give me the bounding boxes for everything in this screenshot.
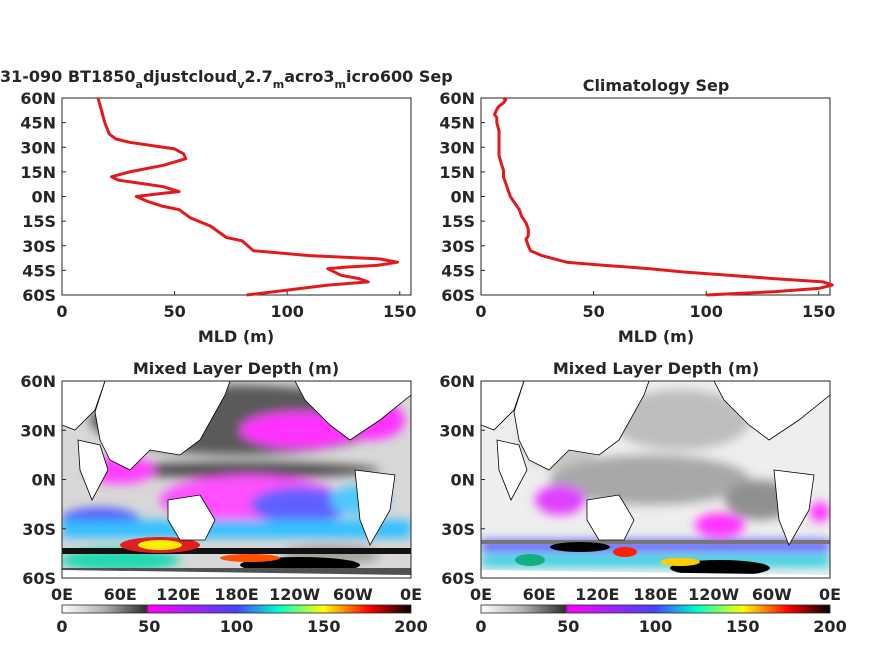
x-tick-label: 0 bbox=[475, 302, 486, 321]
map-title-left: Mixed Layer Depth (m) bbox=[133, 359, 339, 378]
plot-frame bbox=[480, 97, 831, 296]
lon-tick-label: 180E bbox=[633, 585, 677, 604]
title-sub: m bbox=[335, 78, 346, 91]
colorbar-tick-label: 50 bbox=[138, 617, 160, 636]
lon-tick-label: 60E bbox=[104, 585, 137, 604]
y-tick-label: 30N bbox=[439, 138, 475, 157]
colorbar-tick-label: 100 bbox=[220, 617, 253, 636]
colorbar-tick-label: 0 bbox=[475, 617, 486, 636]
title-sub: a bbox=[136, 78, 143, 91]
axis-ticks: 0E 60E 120E 180E 120W 60W 0E 60N 30N 0N 30S 60S bbox=[20, 372, 422, 604]
y-tick-label: 15N bbox=[20, 163, 56, 182]
y-tick-label: 15N bbox=[439, 163, 475, 182]
title-sub: m bbox=[273, 78, 284, 91]
y-tick-label: 15S bbox=[22, 212, 56, 231]
y-tick-label: 60N bbox=[20, 89, 56, 108]
lon-tick-label: 60W bbox=[333, 585, 373, 604]
axis-ticks: 0 50 100 150 60N 45N 30N 15N 0N 15S 30S 45S 60S bbox=[439, 89, 835, 321]
lon-tick-label: 60E bbox=[523, 585, 556, 604]
lon-tick-label: 0E bbox=[400, 585, 422, 604]
colorbar: 0 50 100 150 200 bbox=[56, 604, 428, 636]
lon-tick-label: 120E bbox=[575, 585, 619, 604]
y-tick-label: 45S bbox=[22, 261, 56, 280]
x-tick-label: 100 bbox=[270, 302, 303, 321]
title-part: 2.7 bbox=[244, 67, 272, 86]
mld-profile-line bbox=[493, 96, 834, 297]
chart-title-left: 31-090 BT1850adjustcloudv2.7macro3micro6… bbox=[0, 67, 453, 91]
heatmap-field bbox=[62, 381, 411, 578]
x-axis-label: MLD (m) bbox=[618, 327, 694, 346]
axis-ticks: 0E 60E 120E 180E 120W 60W 0E 60N 30N 0N 30S 60S bbox=[439, 372, 841, 604]
x-tick-label: 100 bbox=[689, 302, 722, 321]
y-tick-label: 45N bbox=[20, 114, 56, 133]
axis-ticks: 0 50 100 150 60N 45N 30N 15N 0N 15S 30S 45S 60S bbox=[20, 89, 416, 321]
lat-tick-label: 0N bbox=[31, 471, 56, 490]
y-tick-label: 30S bbox=[22, 237, 56, 256]
mld-map-left: Mixed Layer Depth (m) bbox=[20, 359, 427, 636]
colorbar-tick-label: 0 bbox=[56, 617, 67, 636]
x-tick-label: 50 bbox=[163, 302, 185, 321]
x-tick-label: 150 bbox=[383, 302, 416, 321]
map-title-right: Mixed Layer Depth (m) bbox=[553, 359, 759, 378]
title-part: acro3 bbox=[284, 67, 334, 86]
y-tick-label: 60N bbox=[439, 89, 475, 108]
y-tick-label: 60S bbox=[22, 286, 56, 305]
y-tick-label: 30N bbox=[20, 138, 56, 157]
lat-tick-label: 60S bbox=[441, 569, 475, 588]
chart-title-right: Climatology Sep bbox=[583, 76, 730, 95]
lat-tick-label: 60S bbox=[22, 569, 56, 588]
y-tick-label: 60S bbox=[441, 286, 475, 305]
x-tick-label: 0 bbox=[56, 302, 67, 321]
lat-tick-label: 60N bbox=[20, 372, 56, 391]
lon-tick-label: 0E bbox=[819, 585, 841, 604]
y-tick-label: 0N bbox=[450, 188, 475, 207]
x-tick-label: 150 bbox=[802, 302, 835, 321]
x-tick-label: 50 bbox=[582, 302, 604, 321]
colorbar-gradient bbox=[480, 604, 831, 614]
lon-tick-label: 120E bbox=[156, 585, 200, 604]
title-part: icro600 Sep bbox=[346, 67, 453, 86]
lon-tick-label: 120W bbox=[269, 585, 320, 604]
y-tick-label: 30S bbox=[441, 237, 475, 256]
colorbar-tick-label: 100 bbox=[639, 617, 672, 636]
mld-profile-line bbox=[96, 97, 399, 297]
title-sub: v bbox=[237, 78, 245, 91]
lon-tick-label: 60W bbox=[752, 585, 792, 604]
profile-chart-left: 31-090 BT1850adjustcloudv2.7macro3micro6… bbox=[0, 67, 453, 346]
colorbar-tick-label: 200 bbox=[813, 617, 846, 636]
colorbar-tick-label: 200 bbox=[394, 617, 427, 636]
y-tick-label: 15S bbox=[441, 212, 475, 231]
lat-tick-label: 30N bbox=[439, 421, 475, 440]
title-part: 31-090 BT1850 bbox=[0, 67, 136, 86]
lat-tick-label: 0N bbox=[450, 471, 475, 490]
colorbar: 0 50 100 150 200 bbox=[475, 604, 847, 636]
heatmap-field bbox=[481, 381, 830, 578]
y-tick-label: 0N bbox=[31, 188, 56, 207]
y-tick-label: 45N bbox=[439, 114, 475, 133]
lon-tick-label: 120W bbox=[688, 585, 739, 604]
lat-tick-label: 30S bbox=[22, 520, 56, 539]
y-tick-label: 45S bbox=[441, 261, 475, 280]
mld-map-right: Mixed Layer Depth (m) bbox=[439, 359, 846, 636]
lon-tick-label: 0E bbox=[51, 585, 73, 604]
colorbar-tick-label: 50 bbox=[557, 617, 579, 636]
x-axis-label: MLD (m) bbox=[198, 327, 274, 346]
title-part: djustcloud bbox=[143, 67, 237, 86]
colorbar-tick-label: 150 bbox=[307, 617, 340, 636]
profile-chart-right: Climatology Sep 0 50 100 150 60N 45N 30N 15N 0N 1… bbox=[439, 76, 835, 346]
lat-tick-label: 60N bbox=[439, 372, 475, 391]
lon-tick-label: 180E bbox=[214, 585, 258, 604]
lon-tick-label: 0E bbox=[470, 585, 492, 604]
colorbar-gradient bbox=[61, 604, 412, 614]
colorbar-tick-label: 150 bbox=[726, 617, 759, 636]
lat-tick-label: 30N bbox=[20, 421, 56, 440]
lat-tick-label: 30S bbox=[441, 520, 475, 539]
